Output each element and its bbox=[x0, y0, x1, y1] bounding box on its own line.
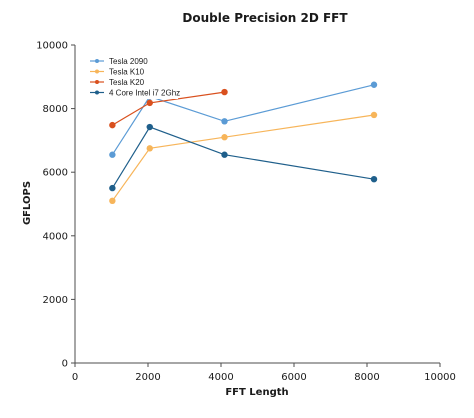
y-tick-label: 0 bbox=[62, 359, 68, 370]
legend-swatch-marker bbox=[95, 80, 99, 84]
data-point-tesla-k10 bbox=[146, 145, 153, 152]
legend-item-4-core-intel-i7-2ghz: 4 Core Intel i7 2Ghz bbox=[90, 89, 180, 98]
x-tick-label: 4000 bbox=[208, 372, 233, 383]
data-point-tesla-k10 bbox=[221, 134, 228, 141]
legend-label: 4 Core Intel i7 2Ghz bbox=[109, 89, 180, 98]
x-tick-label: 2000 bbox=[135, 372, 160, 383]
x-tick-label: 8000 bbox=[354, 372, 379, 383]
legend-item-tesla-k10: Tesla K10 bbox=[90, 68, 145, 77]
axis-ticks: 0 2000 4000 6000 8000 10000 0 2000 4000 6000 8000 1… bbox=[36, 41, 456, 384]
y-tick-label: 6000 bbox=[43, 168, 68, 179]
data-point-tesla-k10 bbox=[370, 111, 378, 119]
legend-background bbox=[86, 55, 178, 99]
data-point-4-core-intel-i7-2ghz bbox=[221, 151, 228, 158]
series-line-tesla-2090 bbox=[111, 84, 375, 156]
series-layer bbox=[109, 81, 378, 205]
x-axis-title: FFT Length bbox=[225, 387, 288, 398]
data-point-tesla-2090 bbox=[109, 151, 116, 158]
legend-label: Tesla K10 bbox=[109, 68, 145, 77]
data-point-tesla-k20 bbox=[146, 99, 153, 107]
legend-item-tesla-k20: Tesla K20 bbox=[90, 78, 145, 87]
series-tesla-k20 bbox=[109, 88, 228, 129]
legend-swatch-marker bbox=[95, 90, 99, 95]
data-point-tesla-k20 bbox=[109, 121, 116, 129]
legend-item-tesla-2090: Tesla 2090 bbox=[90, 57, 148, 66]
data-point-4-core-intel-i7-2ghz bbox=[109, 184, 116, 192]
x-tick-label: 10000 bbox=[424, 372, 456, 383]
series-tesla-k10 bbox=[109, 111, 378, 205]
chart-title: Double Precision 2D FFT bbox=[182, 11, 348, 25]
data-point-4-core-intel-i7-2ghz bbox=[146, 123, 153, 131]
x-tick-label: 6000 bbox=[281, 372, 306, 383]
y-axis-title: GFLOPS bbox=[22, 181, 33, 225]
data-point-tesla-k20 bbox=[221, 88, 228, 96]
y-tick-label: 10000 bbox=[36, 41, 68, 52]
legend-swatch-marker bbox=[95, 69, 99, 74]
data-point-tesla-k10 bbox=[109, 197, 116, 205]
x-tick-label: 0 bbox=[72, 372, 78, 383]
legend-label: Tesla 2090 bbox=[109, 57, 148, 66]
series-line-4-core-intel-i7-2ghz bbox=[111, 126, 375, 189]
legend-swatch-marker bbox=[95, 59, 99, 63]
series-line-tesla-k10 bbox=[111, 114, 375, 202]
y-tick-label: 4000 bbox=[43, 231, 68, 242]
series-4-core-intel-i7-2ghz bbox=[109, 123, 378, 192]
data-point-tesla-2090 bbox=[370, 81, 378, 88]
y-tick-label: 8000 bbox=[43, 104, 68, 115]
data-point-4-core-intel-i7-2ghz bbox=[370, 175, 378, 183]
y-tick-label: 2000 bbox=[43, 295, 68, 306]
legend-label: Tesla K20 bbox=[109, 78, 145, 87]
data-point-tesla-2090 bbox=[221, 118, 228, 125]
